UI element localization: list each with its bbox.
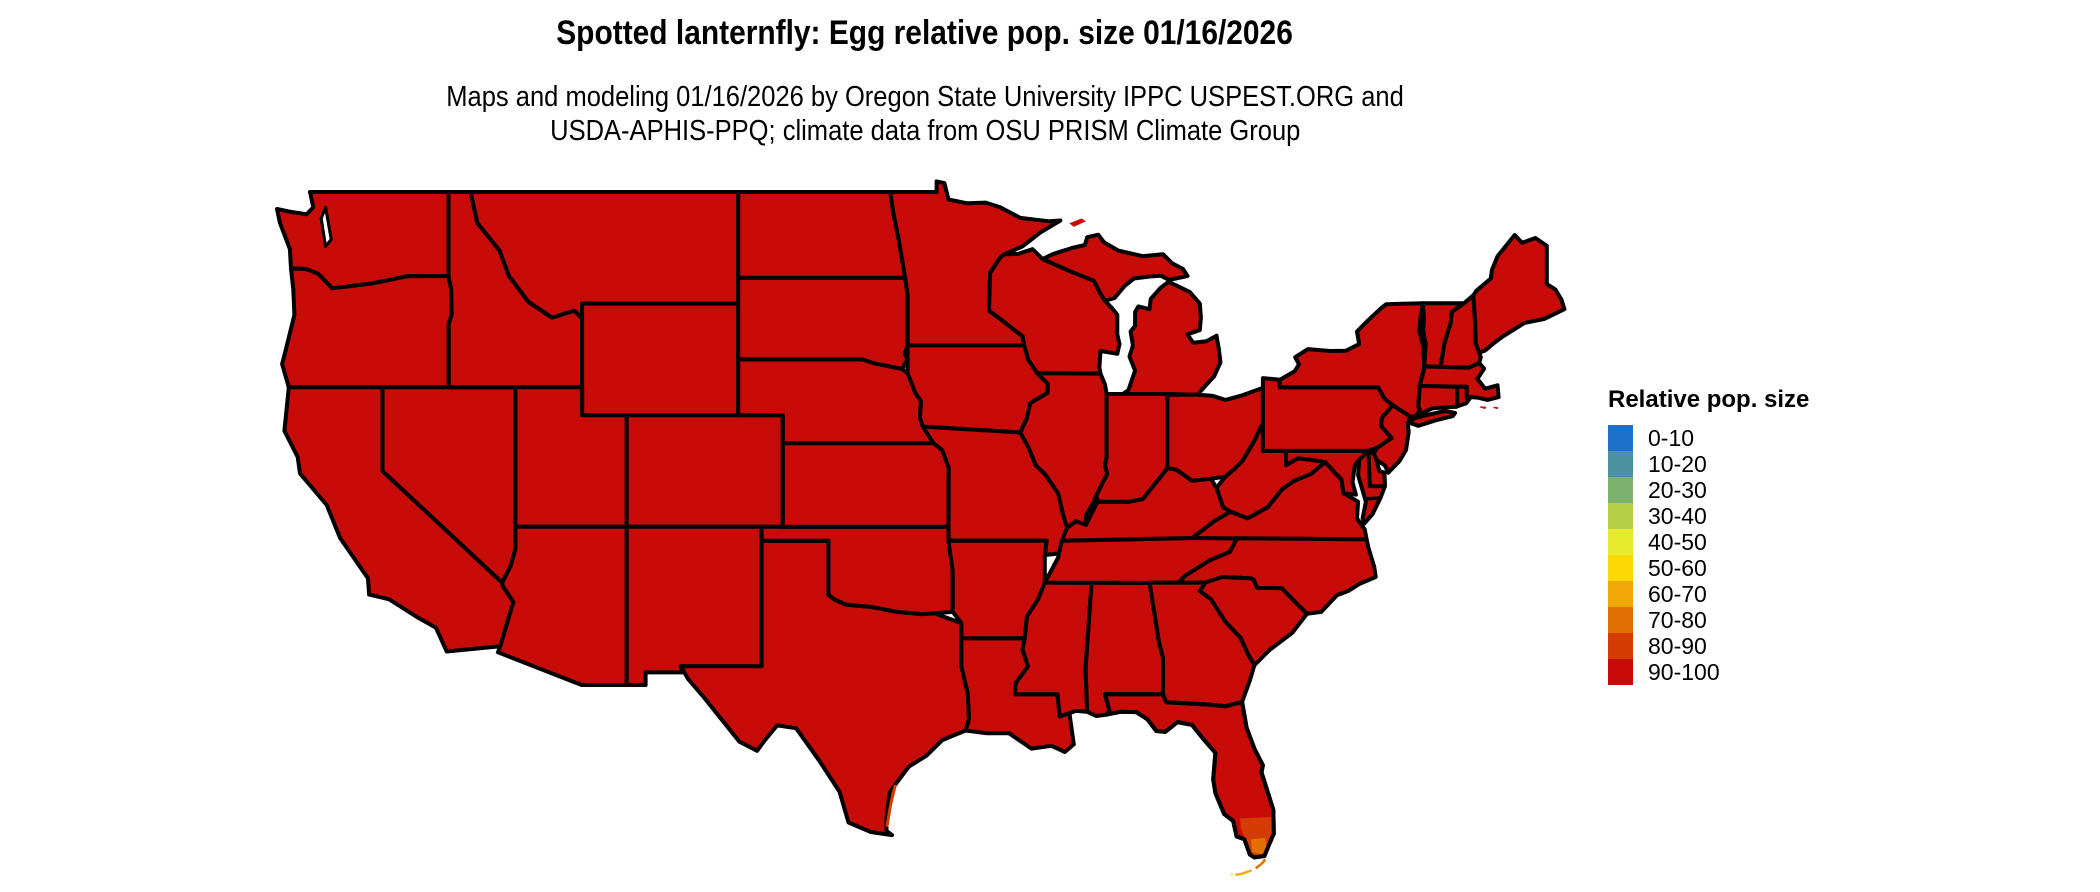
island-nantucket bbox=[1493, 406, 1499, 410]
legend-row-30-40: 30-40 bbox=[1608, 503, 1908, 529]
legend-label: 10-20 bbox=[1648, 451, 1707, 477]
legend-swatch-10-20 bbox=[1608, 451, 1633, 477]
overlay-florida-keys-west-dot bbox=[1231, 873, 1233, 876]
map-subtitle: Maps and modeling 01/16/2026 by Oregon S… bbox=[275, 80, 1575, 148]
island-san-juan-island-a bbox=[315, 203, 320, 208]
legend-swatch-20-30 bbox=[1608, 477, 1633, 503]
legend-row-20-30: 20-30 bbox=[1608, 477, 1908, 503]
state-nm bbox=[624, 524, 764, 687]
state-wy bbox=[580, 301, 741, 418]
map-subtitle-line1: Maps and modeling 01/16/2026 by Oregon S… bbox=[446, 81, 1404, 113]
state-nj bbox=[1371, 403, 1413, 475]
state-mil bbox=[1120, 279, 1223, 397]
legend-row-60-70: 60-70 bbox=[1608, 581, 1908, 607]
us-choropleth-map bbox=[275, 179, 1567, 877]
legend-label: 20-30 bbox=[1648, 477, 1707, 503]
state-fl-outline bbox=[1103, 692, 1276, 860]
legend-row-90-100: 90-100 bbox=[1608, 659, 1908, 685]
island-san-juan-island-b bbox=[323, 199, 327, 204]
legend-label: 0-10 bbox=[1648, 425, 1695, 451]
legend-label: 90-100 bbox=[1648, 659, 1720, 685]
legend-row-10-20: 10-20 bbox=[1608, 451, 1908, 477]
legend-swatch-70-80 bbox=[1608, 607, 1633, 633]
overlay-florida-keys-upper bbox=[1254, 858, 1267, 870]
legend-row-40-50: 40-50 bbox=[1608, 529, 1908, 555]
legend-row-70-80: 70-80 bbox=[1608, 607, 1908, 633]
map-title: Spotted lanternfly: Egg relative pop. si… bbox=[275, 14, 1575, 53]
legend-label: 70-80 bbox=[1648, 607, 1707, 633]
map-title-text: Spotted lanternfly: Egg relative pop. si… bbox=[556, 14, 1294, 52]
legend: Relative pop. size 0-10 10-20 20-30 30-40 40… bbox=[1608, 386, 1908, 685]
legend-label: 60-70 bbox=[1648, 581, 1707, 607]
island-marthas-vineyard bbox=[1479, 406, 1487, 410]
legend-label: 30-40 bbox=[1648, 503, 1707, 529]
island-isle-royale bbox=[1069, 218, 1086, 227]
puget-sound-inlet bbox=[319, 205, 333, 248]
legend-row-50-60: 50-60 bbox=[1608, 555, 1908, 581]
legend-swatch-40-50 bbox=[1608, 529, 1633, 555]
state-miu bbox=[1040, 232, 1190, 303]
map-subtitle-line2: USDA-APHIS-PPQ; climate data from OSU PR… bbox=[549, 115, 1301, 147]
state-az bbox=[496, 524, 629, 687]
legend-row-80-90: 80-90 bbox=[1608, 633, 1908, 659]
legend-swatch-90-100 bbox=[1608, 659, 1633, 685]
legend-swatch-50-60 bbox=[1608, 555, 1633, 581]
legend-label: 50-60 bbox=[1648, 555, 1707, 581]
legend-swatch-80-90 bbox=[1608, 633, 1633, 659]
state-or bbox=[280, 266, 454, 390]
state-nd bbox=[736, 190, 908, 280]
state-ks bbox=[780, 441, 951, 529]
legend-label: 80-90 bbox=[1648, 633, 1707, 659]
legend-items: 0-10 10-20 20-30 30-40 40-50 50-60 60-70 70-80 8… bbox=[1608, 425, 1908, 685]
legend-swatch-0-10 bbox=[1608, 425, 1633, 451]
legend-title: Relative pop. size bbox=[1608, 386, 1810, 413]
state-ga bbox=[1147, 580, 1257, 709]
state-me bbox=[1471, 233, 1567, 355]
border-md-va-delmarva bbox=[1363, 496, 1381, 501]
state-sd bbox=[736, 275, 910, 371]
overlay-florida-keys-lower bbox=[1234, 869, 1253, 877]
legend-label: 40-50 bbox=[1648, 529, 1707, 555]
legend-swatch-60-70 bbox=[1608, 581, 1633, 607]
legend-row-0-10: 0-10 bbox=[1608, 425, 1908, 451]
overlay-texas-coast-sliver bbox=[885, 784, 897, 827]
state-co bbox=[624, 413, 785, 529]
state-ri bbox=[1454, 384, 1473, 409]
legend-swatch-30-40 bbox=[1608, 503, 1633, 529]
overlay-florida-tip-band-70-80 bbox=[1251, 837, 1268, 855]
